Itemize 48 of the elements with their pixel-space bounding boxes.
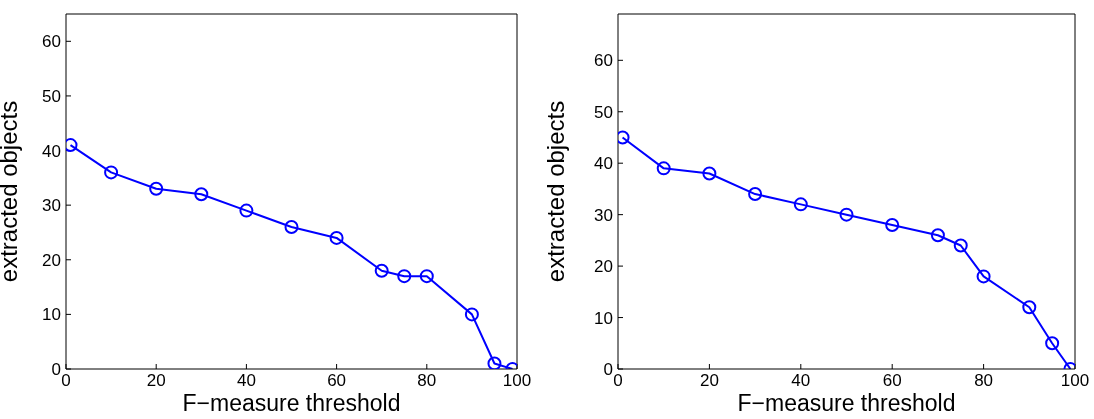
y-tick-label: 10 [594,308,613,328]
point [885,217,900,232]
y-tick-label: 40 [594,154,613,174]
point [239,203,254,218]
point [930,228,945,243]
x-tick-label: 60 [882,371,902,391]
point [656,161,671,176]
point [329,230,344,245]
x-tick-label: 60 [327,371,347,391]
y-tick-label: 60 [42,32,61,52]
x-tick-label: 80 [417,371,437,391]
point [976,269,991,284]
y-axis-title: extracted objects [541,100,569,283]
point [374,263,389,278]
point [284,220,299,234]
point [953,238,968,253]
x-axis-title: F−measure threshold [737,390,956,416]
y-tick-label: 40 [42,141,61,161]
x-tick-label: 100 [502,371,532,391]
x-tick-label: 80 [974,371,994,391]
y-tick-label: 30 [42,196,61,216]
point [702,166,717,181]
y-tick-label: 20 [594,257,613,277]
point [194,187,209,202]
point [839,207,854,222]
x-tick-label: 40 [236,371,256,391]
x-tick-label: 20 [699,371,719,391]
y-tick-label: 50 [594,102,613,122]
point [1045,336,1060,351]
x-axis-title: F−measure threshold [182,390,401,416]
point [149,181,164,196]
x-tick-label: 100 [1060,371,1090,391]
point [104,165,119,180]
x-tick-label: 20 [146,371,166,391]
point [748,187,763,202]
point [487,356,502,369]
y-tick-label: 20 [42,250,61,270]
y-tick-label: 10 [42,305,61,325]
point [397,269,412,284]
point [419,269,434,284]
y-tick-label: 30 [594,205,613,225]
y-axis-title: extracted objects [0,100,22,283]
y-tick-label: 60 [594,51,613,71]
point [464,307,479,322]
point [793,197,808,212]
x-tick-label: 40 [791,371,811,391]
point [1022,300,1037,315]
y-tick-label: 50 [42,86,61,106]
